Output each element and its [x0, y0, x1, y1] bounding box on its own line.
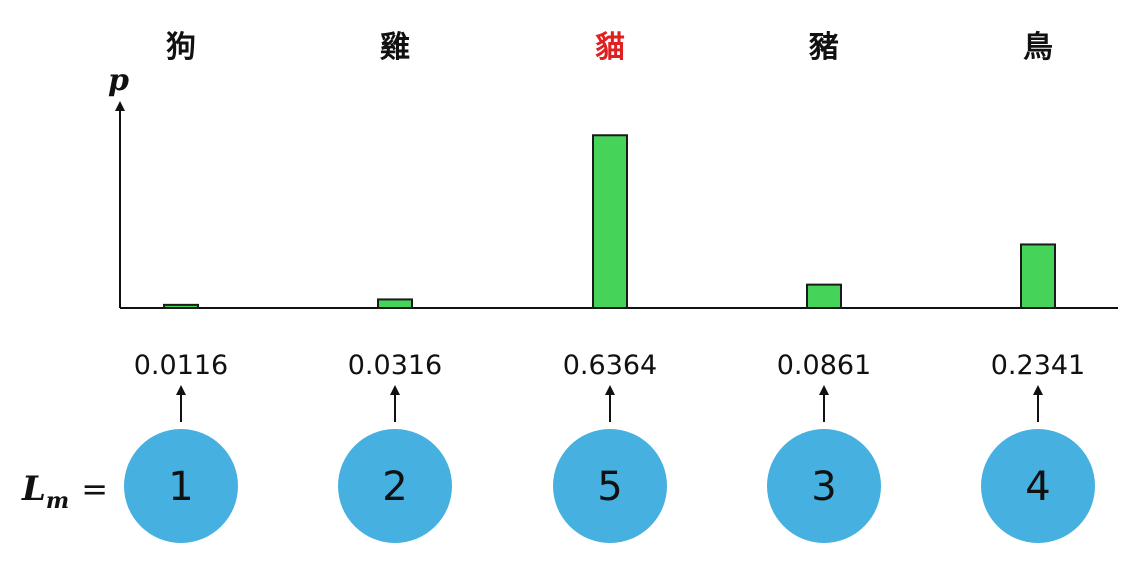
- rank-circle: [981, 429, 1095, 543]
- rank-number: 4: [1025, 464, 1050, 510]
- category-label: 豬: [809, 30, 839, 65]
- value-label: 0.0861: [777, 350, 871, 381]
- rank-number: 5: [597, 464, 622, 510]
- bar: [1020, 243, 1056, 309]
- value-label: 0.2341: [991, 350, 1085, 381]
- rank-arrows: [176, 385, 1043, 422]
- category-labels: 狗雞貓豬鳥: [166, 30, 1053, 65]
- rank-number: 3: [811, 464, 836, 510]
- value-label: 0.0316: [348, 350, 442, 381]
- rank-number: 1: [168, 464, 193, 510]
- bar: [377, 298, 413, 309]
- category-label: 雞: [380, 30, 410, 65]
- rank-circle: [553, 429, 667, 543]
- rank-label-sub: m: [46, 488, 69, 514]
- bar: [806, 283, 842, 310]
- category-label: 鳥: [1023, 30, 1053, 65]
- rank-number: 2: [382, 464, 407, 510]
- value-label: 0.6364: [563, 350, 657, 381]
- rank-circles: 1 2 5 3 4: [124, 429, 1095, 543]
- value-label: 0.0116: [134, 350, 228, 381]
- rank-label-equals: =: [81, 470, 108, 508]
- rank-circle: [767, 429, 881, 543]
- rank-row-label: Lm =: [21, 469, 108, 514]
- category-label: 貓: [595, 30, 625, 65]
- bar: [592, 134, 628, 309]
- rank-label-main: L: [21, 469, 46, 509]
- bars: [163, 134, 1056, 310]
- y-axis-label: p: [108, 63, 129, 98]
- bar: [163, 303, 199, 310]
- rank-circle: [338, 429, 452, 543]
- value-labels: 0.0116 0.0316 0.6364 0.0861 0.2341: [134, 350, 1085, 381]
- rank-circle: [124, 429, 238, 543]
- category-label: 狗: [166, 30, 196, 65]
